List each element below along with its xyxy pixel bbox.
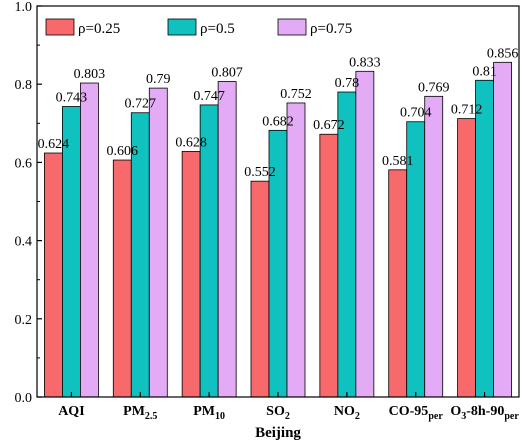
bar xyxy=(112,159,132,398)
legend-swatch xyxy=(167,18,197,36)
data-label: 0.672 xyxy=(313,118,345,133)
x-tick-label-base: O xyxy=(450,404,461,419)
data-label: 0.624 xyxy=(38,137,70,152)
y-axis: 0.0 0.2 0.4 0.6 0.8 1.0 xyxy=(15,0,42,406)
x-tick-label-sub2: per xyxy=(504,411,519,422)
y-tick-label: 0.4 xyxy=(15,235,33,250)
bar xyxy=(44,152,63,398)
bar xyxy=(80,82,99,398)
x-tick-label-sub: 2.5 xyxy=(145,411,158,422)
x-tick-label: NO2 xyxy=(334,404,360,422)
data-label: 0.833 xyxy=(349,55,381,70)
data-label: 0.79 xyxy=(146,72,171,87)
data-label: 0.552 xyxy=(244,165,276,180)
data-label: 0.807 xyxy=(211,65,243,80)
x-tick-label-sub: per xyxy=(428,411,443,422)
plot-frame xyxy=(36,5,520,398)
x-tick-label-base: NO xyxy=(334,404,355,419)
data-label: 0.727 xyxy=(125,97,157,112)
x-tick-label-base: AQI xyxy=(58,404,84,419)
bar xyxy=(337,91,357,398)
y-tick-label: 0.8 xyxy=(15,78,33,93)
data-label: 0.856 xyxy=(487,46,519,61)
legend: ρ=0.25 ρ=0.5 ρ=0.75 xyxy=(45,18,352,37)
x-tick-label-sub: 10 xyxy=(215,411,225,422)
data-label: 0.628 xyxy=(175,135,207,150)
bar xyxy=(424,95,444,398)
bar xyxy=(457,118,476,398)
bar xyxy=(250,180,270,398)
y-tick-label: 0.2 xyxy=(15,313,33,328)
bar xyxy=(217,81,237,398)
x-tick-label: AQI xyxy=(58,404,84,419)
x-tick-label-base: SO xyxy=(266,404,285,419)
legend-label: ρ=0.5 xyxy=(200,21,235,37)
data-label: 0.78 xyxy=(335,76,360,91)
x-tick-label-sub: 3 xyxy=(461,411,466,422)
legend-swatch xyxy=(277,18,307,36)
bars xyxy=(44,61,512,398)
x-tick-label: O3-8h-90per xyxy=(450,404,519,422)
y-tick-label: 1.0 xyxy=(15,0,33,15)
data-label: 0.81 xyxy=(472,64,497,79)
x-axis: AQI PM2.5 PM10 SO2 NO2 CO-95per O3-8h-90per xyxy=(58,392,519,422)
data-label: 0.712 xyxy=(451,103,483,118)
x-tick-label-base: PM xyxy=(123,404,145,419)
x-tick-label-sub: 2 xyxy=(355,411,360,422)
y-tick-label: 0.0 xyxy=(15,391,33,406)
bar xyxy=(475,79,494,398)
data-label: 0.747 xyxy=(193,89,225,104)
x-tick-label-sub: 2 xyxy=(285,411,290,422)
data-label: 0.803 xyxy=(74,67,106,82)
data-label: 0.704 xyxy=(400,106,432,121)
bar xyxy=(181,151,201,398)
legend-label: ρ=0.75 xyxy=(310,21,352,37)
x-tick-label-base: PM xyxy=(193,404,215,419)
x-tick-label-suffix: -8h-90 xyxy=(466,404,504,419)
bar xyxy=(388,169,408,398)
bar xyxy=(355,70,375,398)
data-label: 0.743 xyxy=(56,90,88,105)
data-label: 0.769 xyxy=(418,80,450,95)
data-labels: 0.624 0.743 0.803 0.606 0.727 0.79 0.628 0.747 0… xyxy=(38,46,519,180)
x-axis-title: Beijing xyxy=(255,425,301,441)
legend-swatch xyxy=(45,18,75,36)
data-label: 0.682 xyxy=(262,114,294,129)
bar xyxy=(493,61,512,398)
bar xyxy=(319,133,339,398)
x-tick-label-base: CO-95 xyxy=(389,404,429,419)
data-label: 0.752 xyxy=(280,87,312,102)
data-label: 0.581 xyxy=(382,154,414,169)
x-tick-label: PM2.5 xyxy=(123,404,157,422)
y-tick-label: 0.6 xyxy=(15,156,33,171)
bar xyxy=(148,87,168,398)
bar xyxy=(286,102,306,398)
legend-label: ρ=0.25 xyxy=(78,21,120,37)
data-label: 0.606 xyxy=(107,144,139,159)
x-tick-label: SO2 xyxy=(266,404,290,422)
x-tick-label: PM10 xyxy=(193,404,225,422)
x-tick-label: CO-95per xyxy=(389,404,444,422)
